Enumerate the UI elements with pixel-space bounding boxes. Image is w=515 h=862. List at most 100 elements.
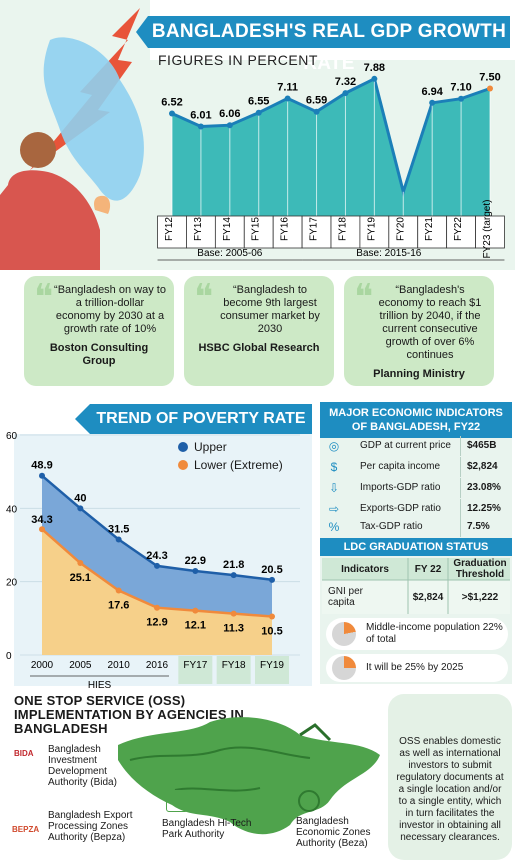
gdp-category-cell xyxy=(446,215,476,249)
gdp-value-label: 6.52 xyxy=(161,96,182,108)
quote-card-hsbc: ❝ “Bangladesh to become 9th largest cons… xyxy=(184,276,334,386)
upper-point xyxy=(192,568,199,575)
oss-title: ONE STOP SERVICE (OSS) IMPLEMENTATION BY… xyxy=(14,693,244,736)
middle-income-pill: Middle-income population 22% of total xyxy=(326,618,508,650)
quote-icon: ❝ xyxy=(34,277,54,318)
ldc-header-fy22: FY 22 xyxy=(414,564,442,575)
poverty-fy-cell xyxy=(216,656,251,684)
gdp-category-cell xyxy=(388,215,419,249)
map-illustration xyxy=(43,37,144,201)
lower-point xyxy=(77,559,84,566)
upper-value-label: 48.9 xyxy=(31,460,52,472)
gdp-category-label: FY16 xyxy=(280,217,291,241)
gdp-category-cell xyxy=(301,215,332,249)
gdp-subtitle: FIGURES IN PERCENT xyxy=(158,52,318,68)
upper-point xyxy=(115,536,122,543)
lower-point xyxy=(39,526,45,533)
indicator-row: % Tax-GDP ratio 7.5% xyxy=(320,515,512,539)
quote-icon: ❝ xyxy=(354,277,374,318)
quote-text: “Bangladesh to become 9th largest consum… xyxy=(220,284,320,335)
gdp-point xyxy=(284,95,291,102)
poverty-ytick: 20 xyxy=(6,578,18,589)
poverty-fy-cell xyxy=(178,656,213,684)
lower-value-label: 11.3 xyxy=(223,623,244,635)
gdp-category-cell xyxy=(417,215,448,249)
upper-value-label: 24.3 xyxy=(146,550,167,562)
indicator-value: $2,824 xyxy=(467,461,498,472)
gdp-point xyxy=(342,90,349,97)
gdp-category-cell xyxy=(186,215,216,249)
indicator-label: Imports-GDP ratio xyxy=(360,482,441,493)
lower-area xyxy=(42,529,272,655)
lower-point xyxy=(230,610,237,617)
gdp-area xyxy=(172,78,490,216)
ldc-header-indicators: Indicators xyxy=(341,564,389,575)
indicator-value: 23.08% xyxy=(467,482,501,493)
gdp-value-label: 6.06 xyxy=(219,108,240,120)
indicator-row: $ Per capita income $2,824 xyxy=(320,455,512,479)
poverty-xtick: 2016 xyxy=(146,660,169,671)
lower-value-label: 10.5 xyxy=(261,626,282,638)
gdp-category-label: FY23 (target) xyxy=(482,200,493,259)
ldc-indicator: GNI per capita xyxy=(328,586,364,608)
middle-income-text: Middle-income population 22% of total xyxy=(366,622,503,645)
tax-icon: % xyxy=(328,520,340,534)
lower-value-label: 34.3 xyxy=(31,514,52,526)
gdp-value-label: 6.01 xyxy=(190,109,211,121)
quote-text: “Bangladesh's economy to reach $1 trilli… xyxy=(378,284,482,361)
poverty-ytick: 60 xyxy=(6,431,18,442)
gdp-category-cell xyxy=(157,215,187,249)
money-icon: $ xyxy=(330,460,338,474)
import-icon: ⇩ xyxy=(328,481,340,495)
projection-text: It will be 25% by 2025 xyxy=(366,662,464,673)
upper-value-label: 40 xyxy=(74,492,86,504)
legend-lower: Lower (Extreme) xyxy=(178,458,283,472)
bepza-logo: BEPZA xyxy=(12,825,40,834)
upper-value-label: 22.9 xyxy=(185,555,206,567)
person-body-illustration xyxy=(0,170,100,270)
upper-value-label: 21.8 xyxy=(223,559,244,571)
lower-value-label: 12.1 xyxy=(185,620,206,632)
legend-lower-label: Lower (Extreme) xyxy=(194,458,283,472)
agency-hitech: Bangladesh Hi-Tech Park Authority xyxy=(162,818,252,840)
poverty-ytick: 0 xyxy=(6,651,12,662)
lower-point xyxy=(115,587,122,594)
gdp-category-cell xyxy=(330,215,361,249)
poverty-title: TREND OF POVERTY RATE xyxy=(75,404,312,434)
gdp-category-label: FY14 xyxy=(222,217,233,241)
gdp-category-label: FY19 xyxy=(366,217,377,241)
quote-text: “Bangladesh on way to a trillion-dollar … xyxy=(54,284,166,335)
gdp-point xyxy=(487,85,493,92)
poverty-xtick: 2000 xyxy=(31,660,54,671)
gdp-point xyxy=(371,75,378,82)
gdp-category-label: FY12 xyxy=(164,217,175,241)
oss-description: OSS enables domestic as well as internat… xyxy=(388,694,512,860)
lower-value-label: 17.6 xyxy=(108,599,129,611)
gdp-point xyxy=(169,110,175,117)
legend-upper: Upper xyxy=(178,440,227,454)
poverty-xtick: FY17 xyxy=(183,660,207,671)
gdp-category-label: FY22 xyxy=(453,217,464,241)
gdp-value-label: 7.32 xyxy=(335,76,356,88)
gdp-point xyxy=(197,123,204,130)
lower-point xyxy=(192,607,199,614)
poverty-chart: 60 40 20 0 48.9 40 31.5 24.3 22.9 21.8 20.5 34.3 25.… xyxy=(6,431,312,691)
gdp-point xyxy=(313,108,320,115)
gdp-category-cell xyxy=(214,215,245,249)
hitech-logo xyxy=(166,790,188,812)
gdp-point xyxy=(429,99,436,106)
quote-card-planning: ❝ “Bangladesh's economy to reach $1 tril… xyxy=(344,276,494,386)
gdp-point xyxy=(255,109,262,116)
poverty-xtick: FY18 xyxy=(222,660,246,671)
ldc-threshold-value: >$1,222 xyxy=(461,592,499,603)
poverty-xtick: 2005 xyxy=(69,660,92,671)
poverty-ytick: 40 xyxy=(6,504,18,515)
agency-bida: Bangladesh Investment Development Author… xyxy=(48,744,117,788)
gdp-value-label: 7.88 xyxy=(364,62,385,74)
indicator-row: ⇨ Exports-GDP ratio 12.25% xyxy=(320,497,512,521)
gdp-category-label: FY21 xyxy=(424,217,435,241)
donut-25-icon xyxy=(332,656,356,680)
gdp-value-label: 7.11 xyxy=(277,81,298,93)
poverty-xtick: 2010 xyxy=(108,660,131,671)
poverty-fy-cell xyxy=(255,656,289,684)
